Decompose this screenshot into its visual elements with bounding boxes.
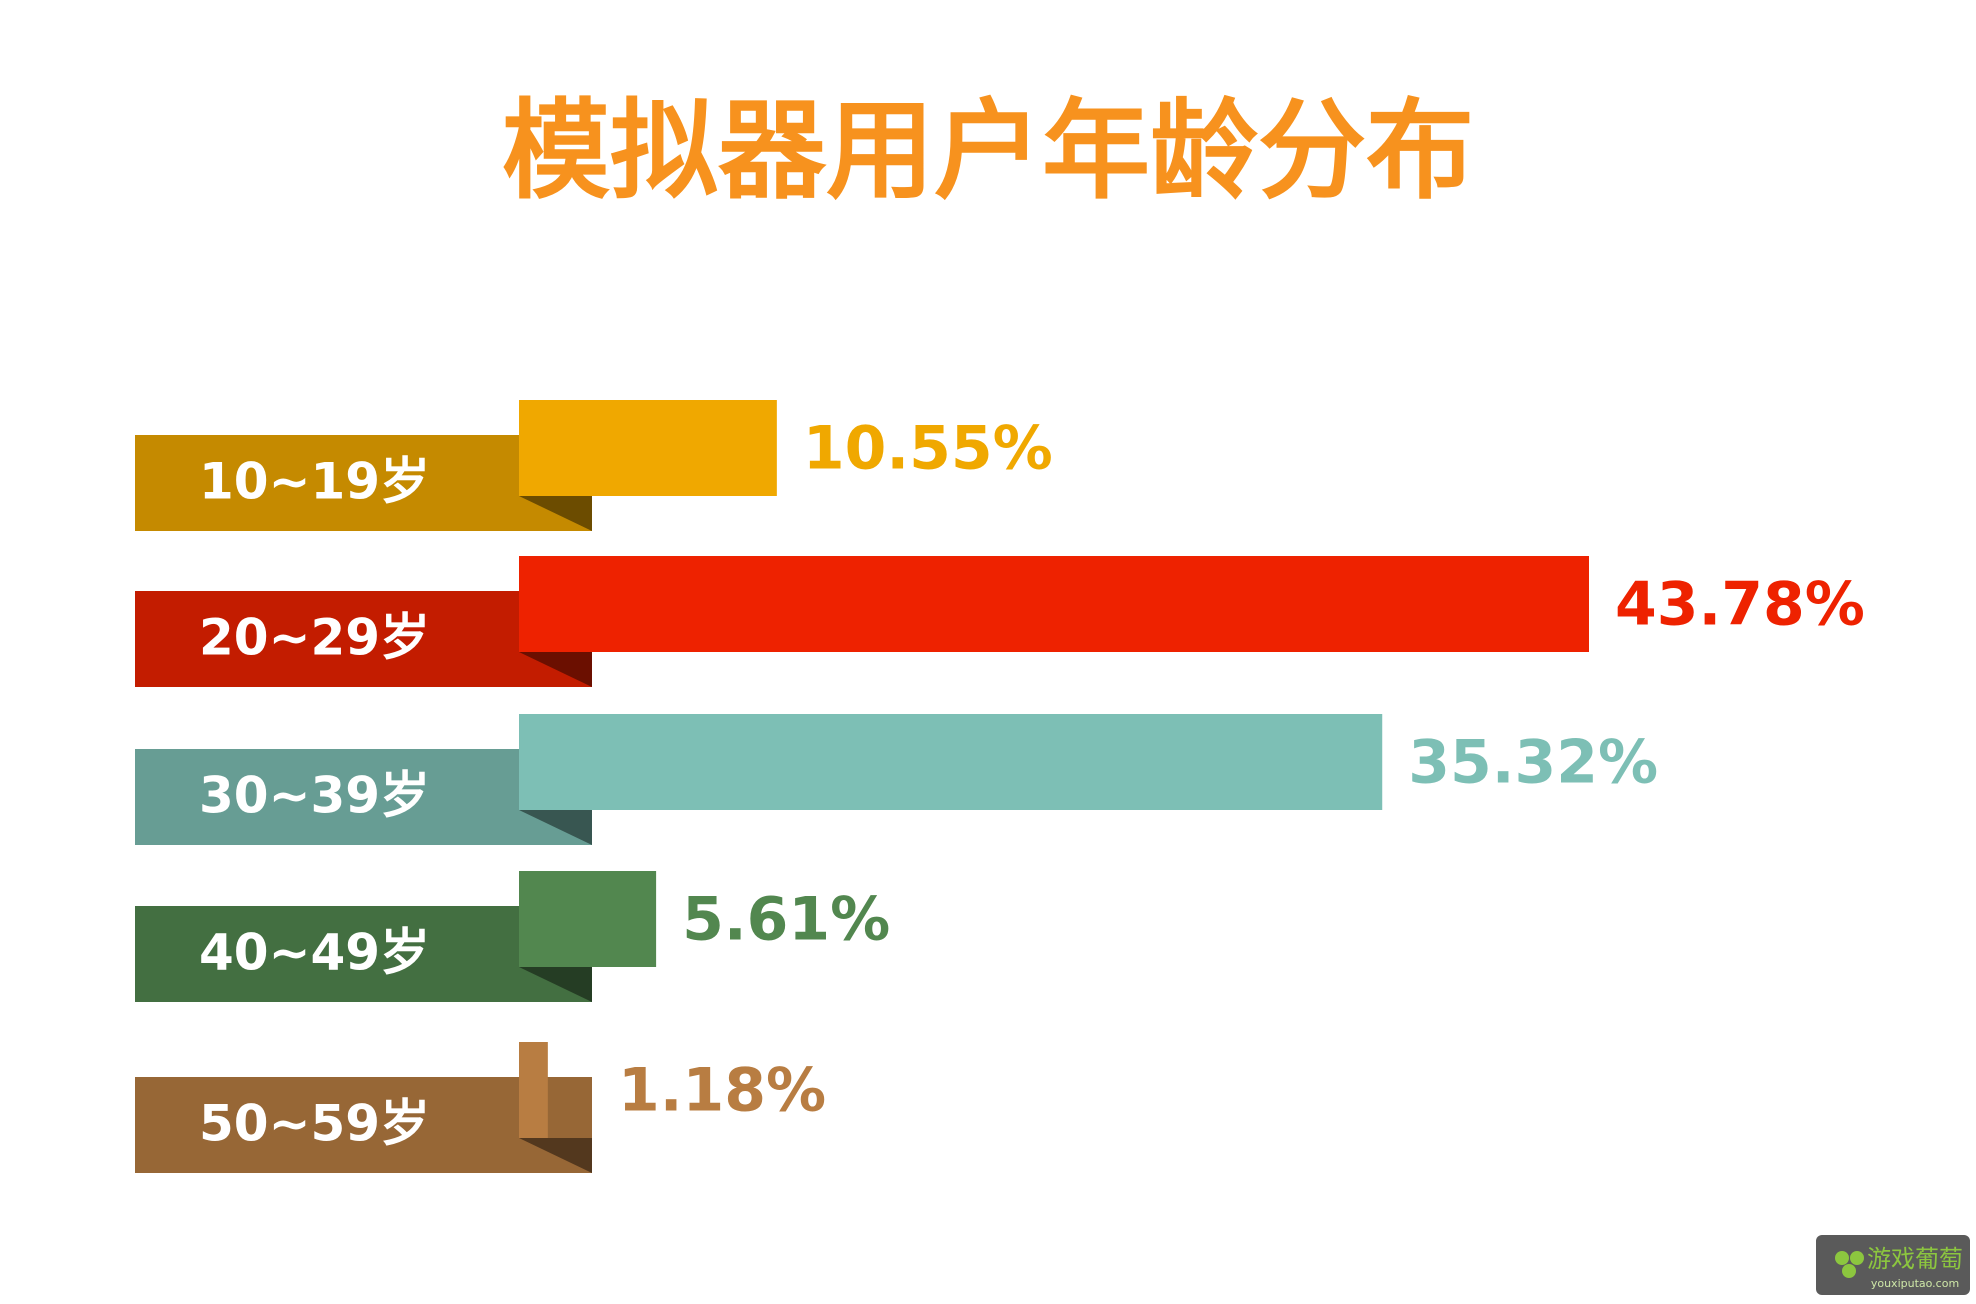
bar: [519, 1042, 548, 1138]
label-ribbon: [135, 435, 592, 531]
value-label: 1.18%: [618, 1056, 826, 1126]
label-ribbon: [135, 591, 592, 687]
bar: [519, 714, 1383, 810]
bar: [519, 400, 777, 496]
watermark-icon: [1842, 1264, 1856, 1278]
watermark-box: [1816, 1235, 1970, 1295]
label-ribbon: [135, 749, 592, 845]
value-label: 5.61%: [682, 885, 890, 955]
value-label: 43.78%: [1615, 570, 1865, 640]
watermark: 游戏葡萄 youxiputao.com: [1816, 1235, 1970, 1295]
ribbon-fold: [519, 652, 592, 687]
value-label: 35.32%: [1408, 728, 1658, 798]
watermark-name: 游戏葡萄: [1867, 1245, 1963, 1273]
ribbon-fold: [519, 496, 592, 531]
label-ribbon: [135, 906, 592, 1002]
watermark-url: youxiputao.com: [1871, 1277, 1959, 1290]
watermark-icon: [1850, 1251, 1864, 1265]
chart-title: 模拟器用户年龄分布: [502, 89, 1474, 214]
category-label: 20~29岁: [199, 609, 430, 667]
bar: [519, 871, 657, 967]
category-label: 50~59岁: [199, 1095, 430, 1153]
category-label: 10~19岁: [199, 453, 430, 511]
category-label: 30~39岁: [199, 767, 430, 825]
ribbon-fold: [519, 810, 592, 845]
bar: [519, 556, 1589, 652]
watermark-icon: [1835, 1251, 1849, 1265]
ribbon-fold: [519, 1138, 592, 1173]
category-label: 40~49岁: [199, 924, 430, 982]
value-label: 10.55%: [803, 414, 1053, 484]
ribbon-fold: [519, 967, 592, 1002]
label-ribbon: [135, 1077, 592, 1173]
